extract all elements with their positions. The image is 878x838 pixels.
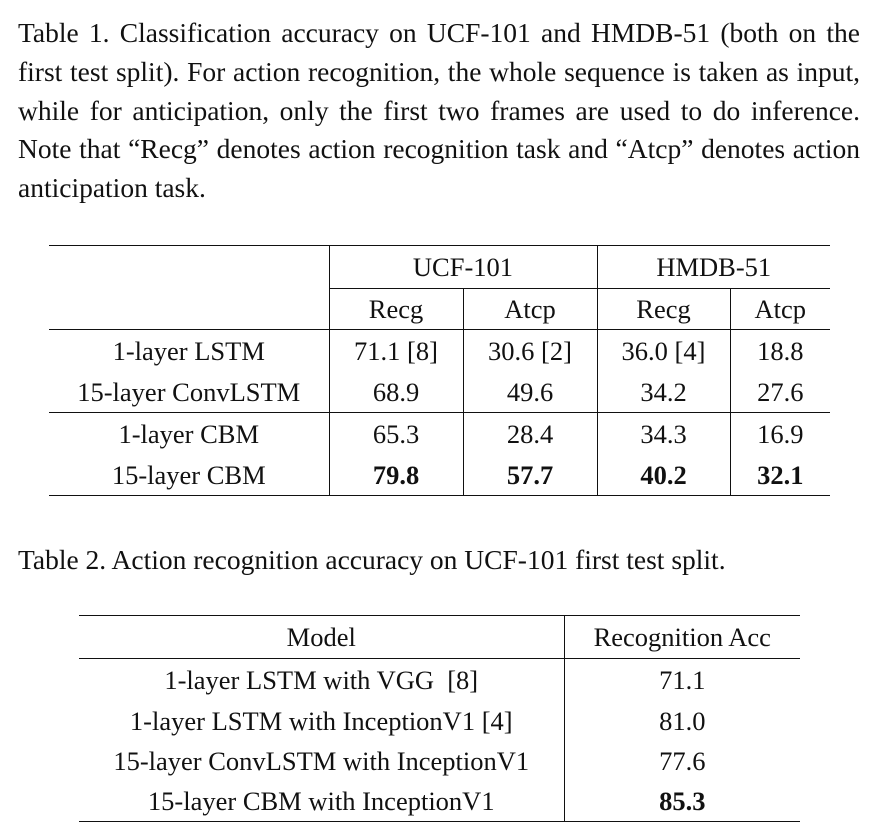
table1-value-cell-best: 79.8: [329, 455, 464, 496]
table2-acc-cell-best: 85.3: [564, 781, 800, 822]
table-row: 15-layer ConvLSTM 68.9 49.6 34.2 27.6: [49, 372, 830, 413]
table1-model-cell: 15-layer ConvLSTM: [49, 372, 330, 413]
table1-corner-cell: [49, 245, 330, 289]
table1-model-cell: 1-layer LSTM: [49, 329, 330, 372]
table1-value-cell: 30.6 [2]: [463, 329, 598, 372]
table1-model-cell: 15-layer CBM: [49, 455, 330, 496]
table2: Model Recognition Acc 1-layer LSTM with …: [79, 615, 800, 822]
table1-corner-cell-lower: [49, 288, 330, 330]
table1-subheader-row: Recg Atcp Recg Atcp: [49, 288, 830, 330]
table1-value-cell: 36.0 [4]: [597, 329, 731, 372]
table1-value-cell: 34.3: [597, 412, 731, 455]
table1: UCF-101 HMDB-51 Recg Atcp Recg Atcp 1-la…: [49, 245, 830, 496]
table1-subheader-ucf-atcp: Atcp: [463, 288, 598, 330]
table-row: 15-layer CBM 79.8 57.7 40.2 32.1: [49, 455, 830, 496]
table2-model-cell: 1-layer LSTM with VGG [8]: [79, 658, 565, 701]
table1-subheader-hmdb-atcp: Atcp: [730, 288, 830, 330]
table1-group-header-row: UCF-101 HMDB-51: [49, 245, 830, 289]
table1-value-cell: 16.9: [757, 418, 804, 449]
table1-value-cell: 68.9: [329, 372, 464, 413]
table2-model-cell: 15-layer ConvLSTM with InceptionV1: [79, 741, 565, 781]
table2-acc-cell: 77.6: [659, 745, 706, 776]
table1-value-cell: 65.3: [329, 412, 464, 455]
table1-value-cell: 49.6: [463, 372, 598, 413]
table1-caption: Table 1. Classification accuracy on UCF-…: [18, 17, 860, 204]
table2-acc-cell: 71.1: [659, 664, 706, 695]
table1-value-cell: 18.8: [757, 335, 804, 366]
table1-value-cell-best: 40.2: [597, 455, 731, 496]
table1-value-cell-best: 32.1: [730, 455, 830, 496]
table1-group-hmdb51: HMDB-51: [597, 245, 830, 289]
table2-caption: Table 2. Action recognition accuracy on …: [18, 544, 726, 575]
table1-value-cell-best: 57.7: [463, 455, 598, 496]
table2-header-acc: Recognition Acc: [564, 615, 800, 659]
table1-model-cell: 1-layer CBM: [49, 412, 330, 455]
table1-subheader-hmdb-recg: Recg: [597, 288, 731, 330]
table-row: 15-layer ConvLSTM with InceptionV1 77.6: [79, 741, 800, 781]
table1-subheader-ucf-recg: Recg: [329, 288, 464, 330]
table-row: 1-layer LSTM with VGG [8] 71.1: [79, 658, 800, 701]
table2-acc-cell: 81.0: [659, 705, 706, 736]
table1-value-cell: 28.4: [463, 412, 598, 455]
table-row: 1-layer LSTM 71.1 [8] 30.6 [2] 36.0 [4] …: [49, 329, 830, 372]
table2-model-cell: 15-layer CBM with InceptionV1: [79, 781, 565, 822]
table-row: 15-layer CBM with InceptionV1 85.3: [79, 781, 800, 822]
table-row: 1-layer LSTM with InceptionV1 [4] 81.0: [79, 701, 800, 741]
table1-value-cell: 27.6: [730, 372, 830, 413]
table1-value-cell: 71.1 [8]: [329, 329, 464, 372]
table2-header-model: Model: [79, 615, 565, 659]
table-row: 1-layer CBM 65.3 28.4 34.3 16.9: [49, 412, 830, 455]
table2-model-cell: 1-layer LSTM with InceptionV1 [4]: [79, 701, 565, 741]
table2-header-row: Model Recognition Acc: [79, 615, 800, 659]
table1-value-cell: 34.2: [597, 372, 731, 413]
table1-group-ucf101: UCF-101: [329, 245, 598, 289]
